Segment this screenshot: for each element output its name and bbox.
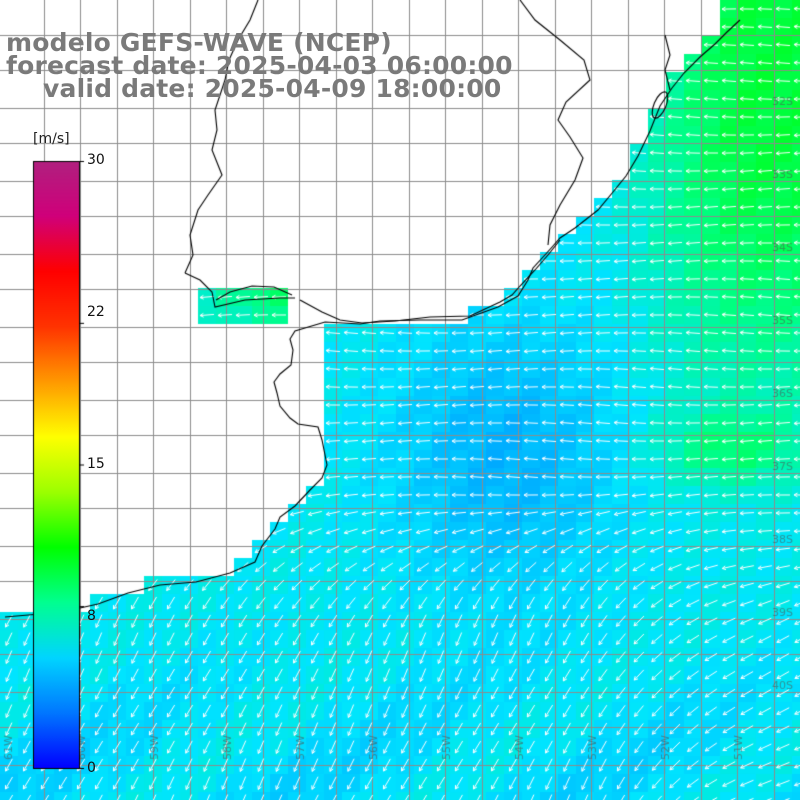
valid-date: valid date: 2025-04-09 18:00:00 (43, 74, 502, 103)
colorbar-unit-label: [m/s] (33, 131, 70, 147)
colorbar-label-15: 15 (87, 456, 105, 472)
forecast-date: forecast date: 2025-04-03 06:00:00 (6, 51, 513, 80)
model-title: modelo GEFS-WAVE (NCEP) (6, 28, 392, 57)
colorbar-label-min: 0 (87, 760, 96, 776)
colorbar-label-8: 8 (87, 608, 96, 624)
colorbar-label-max: 30 (87, 152, 105, 168)
colorbar-label-22: 22 (87, 304, 105, 320)
